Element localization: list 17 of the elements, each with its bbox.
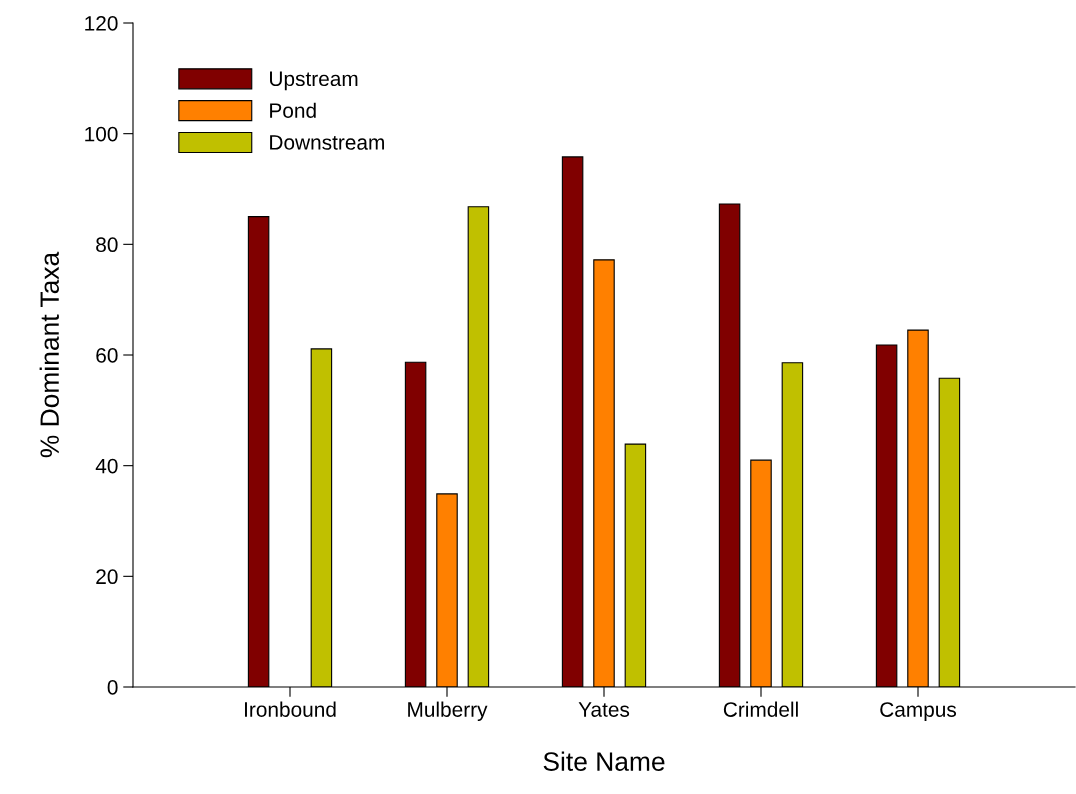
y-tick-label: 20 xyxy=(96,569,118,585)
y-tick-label: 60 xyxy=(96,348,118,363)
y-tick-label: 100 xyxy=(85,126,118,142)
y-tick-label: 0 xyxy=(107,680,118,695)
legend-label: Pond xyxy=(270,102,316,118)
y-tick-label: 120 xyxy=(85,16,118,31)
y-tick-label: 40 xyxy=(95,458,118,474)
legend-label: Downstream xyxy=(270,135,384,150)
x-tick-label: Ironbound xyxy=(245,701,336,717)
y-tick-label: 80 xyxy=(96,237,118,253)
x-tick-label: Campus xyxy=(880,702,957,721)
x-tick-label: Mulberry xyxy=(408,701,488,721)
x-axis-title: Site Name xyxy=(543,751,665,771)
x-tick-label: Crimdell xyxy=(723,701,798,717)
y-axis-title: % Dominant Taxa xyxy=(39,251,59,458)
x-tick-label: Yates xyxy=(578,702,630,717)
legend-label: Upstream xyxy=(270,71,358,91)
